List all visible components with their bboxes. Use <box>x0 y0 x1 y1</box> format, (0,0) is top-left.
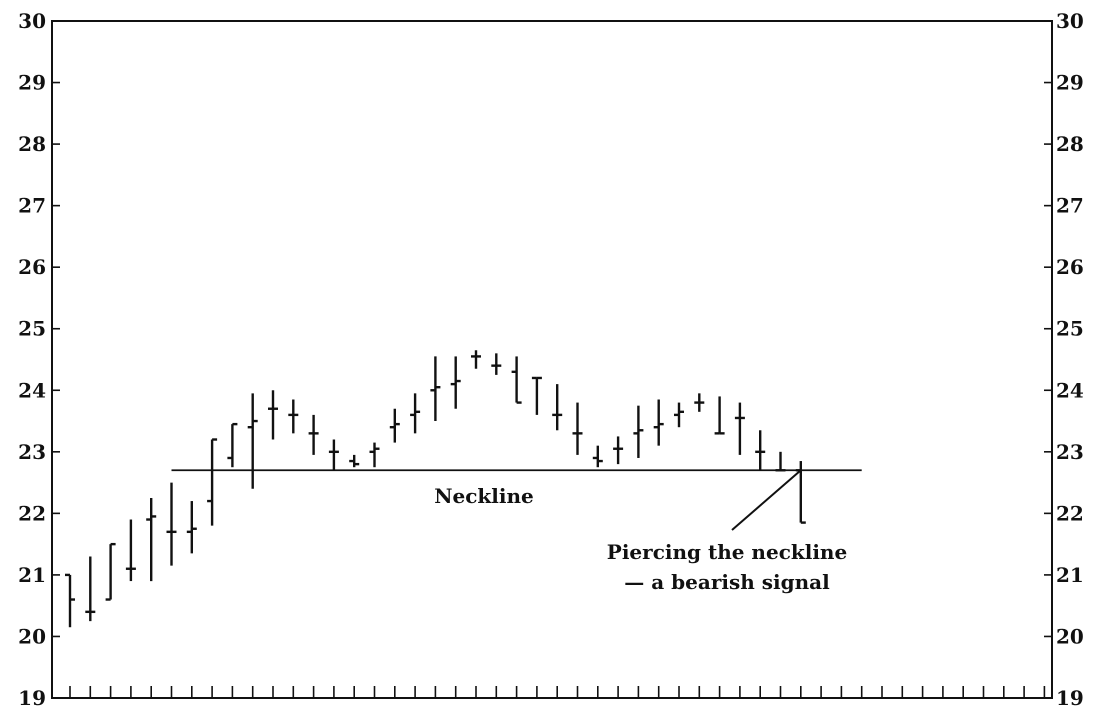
y-axis-left: 19 20 21 22 23 24 25 26 27 28 29 30 <box>18 9 60 710</box>
price-bar <box>85 556 96 622</box>
signal-label-line1: Piercing the neckline <box>607 540 847 564</box>
price-bar <box>369 442 380 468</box>
price-bar <box>734 402 745 455</box>
price-bar <box>288 399 299 434</box>
price-bar <box>755 430 766 471</box>
y-tick-label-left: 25 <box>18 317 46 341</box>
price-bar <box>674 402 684 428</box>
y-tick-label-left: 26 <box>18 255 46 279</box>
price-bar <box>714 396 725 435</box>
price-bar <box>125 519 136 582</box>
y-tick-label-right: 29 <box>1056 71 1084 95</box>
y-tick-label-right: 20 <box>1056 624 1084 648</box>
y-tick-label-left: 23 <box>18 440 46 464</box>
y-tick-label-left: 20 <box>18 624 46 648</box>
price-bar <box>166 482 177 566</box>
x-axis-ticks <box>69 686 1046 698</box>
y-tick-label-right: 26 <box>1056 255 1084 279</box>
price-bar <box>186 501 197 554</box>
price-bar <box>613 436 624 465</box>
price-bar <box>349 454 360 468</box>
price-bar <box>552 384 563 431</box>
price-bar <box>633 405 644 458</box>
y-tick-label-left: 30 <box>18 9 46 33</box>
price-bar <box>105 542 116 601</box>
price-bar <box>775 451 786 472</box>
y-tick-label-right: 24 <box>1056 378 1084 402</box>
y-tick-label-right: 30 <box>1056 9 1084 33</box>
y-tick-label-left: 22 <box>18 501 46 525</box>
y-tick-label-right: 23 <box>1056 440 1084 464</box>
price-bar <box>450 356 461 409</box>
y-tick-label-left: 29 <box>18 71 46 95</box>
price-bar <box>328 439 339 471</box>
price-bar <box>572 402 583 455</box>
y-tick-label-left: 21 <box>18 563 46 587</box>
price-bar <box>410 393 421 434</box>
price-bar <box>227 422 238 468</box>
y-axis-right: 19 20 21 22 23 24 25 26 27 28 29 30 <box>1044 9 1084 710</box>
price-bar <box>653 399 664 446</box>
neckline-label: Neckline <box>434 484 534 508</box>
price-bar <box>531 376 542 415</box>
y-tick-label-right: 27 <box>1056 194 1084 218</box>
y-tick-label-right: 28 <box>1056 132 1084 156</box>
y-tick-label-left: 27 <box>18 194 46 218</box>
price-bar <box>207 438 218 526</box>
y-tick-label-left: 28 <box>18 132 46 156</box>
y-tick-label-right: 25 <box>1056 317 1084 341</box>
price-bar <box>694 393 705 412</box>
y-tick-label-right: 21 <box>1056 563 1084 587</box>
price-bar <box>471 350 481 369</box>
price-bar <box>592 445 603 468</box>
y-tick-label-right: 19 <box>1056 686 1084 710</box>
y-tick-label-right: 22 <box>1056 501 1084 525</box>
price-bar <box>491 353 502 375</box>
price-bar <box>146 497 157 582</box>
price-bar <box>430 356 441 422</box>
y-tick-label-left: 19 <box>18 686 46 710</box>
plot-frame <box>51 20 1053 699</box>
price-bar <box>308 414 319 455</box>
signal-arrow <box>731 469 802 531</box>
price-bar <box>389 408 400 443</box>
price-bars <box>65 350 806 628</box>
price-bar <box>65 573 75 628</box>
price-bar <box>511 356 522 404</box>
y-tick-label-left: 24 <box>18 378 46 402</box>
signal-label-line2: — a bearish signal <box>624 570 830 594</box>
price-bar <box>268 390 278 440</box>
price-bar <box>247 393 258 489</box>
